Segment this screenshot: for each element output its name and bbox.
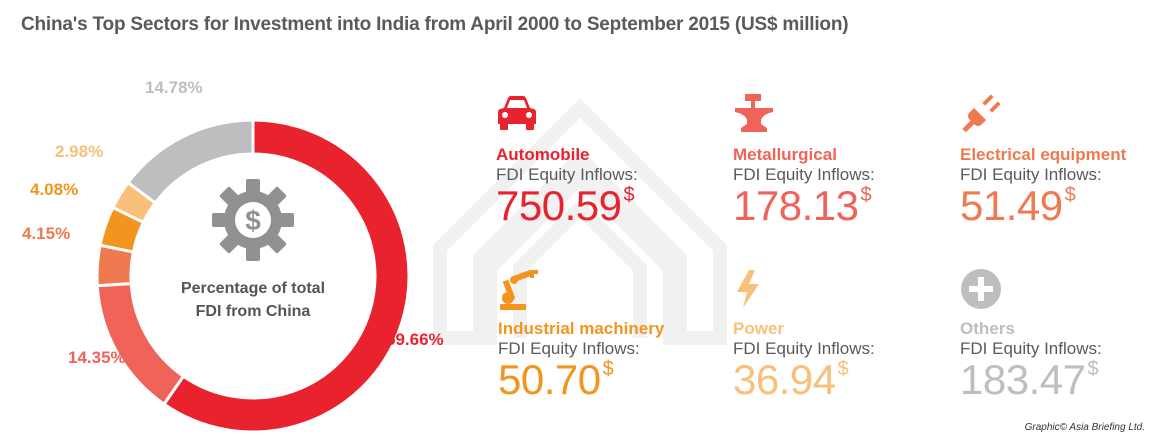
sector-value: 750.59 $ xyxy=(496,182,635,230)
chart-title: China's Top Sectors for Investment into … xyxy=(21,14,849,35)
sector-name: Automobile xyxy=(496,145,590,164)
svg-text:$: $ xyxy=(245,205,261,236)
value-currency: $ xyxy=(1064,184,1076,206)
value-currency: $ xyxy=(837,358,849,380)
sector-subtitle: FDI Equity Inflows: xyxy=(498,339,640,358)
gear-dollar-icon: $ xyxy=(212,179,294,261)
value-number: 183.47 xyxy=(960,356,1086,403)
slice-label-metallurgical: 14.35% xyxy=(68,348,126,367)
slice-label-electrical: 4.15% xyxy=(22,224,71,243)
plug-icon xyxy=(962,94,1001,133)
robot-arm-icon xyxy=(500,270,538,310)
sector-name: Industrial machinery xyxy=(498,319,665,338)
sector-value: 50.70 $ xyxy=(498,356,614,404)
donut-slice-automobile xyxy=(161,118,411,434)
sector-value: 36.94 $ xyxy=(733,356,849,404)
value-number: 36.94 xyxy=(733,356,836,403)
slice-label-industrial: 4.08% xyxy=(30,180,79,199)
slice-label-automobile: 59.66% xyxy=(386,330,444,349)
anvil-icon xyxy=(735,94,773,132)
credit-text: Graphic© Asia Briefing Ltd. xyxy=(1024,422,1145,433)
watermark-logo-icon xyxy=(433,98,727,345)
sector-name: Others xyxy=(960,319,1015,338)
value-currency: $ xyxy=(602,358,614,380)
sector-value: 51.49 $ xyxy=(960,182,1076,230)
sector-subtitle: FDI Equity Inflows: xyxy=(496,165,638,184)
sector-subtitle: FDI Equity Inflows: xyxy=(733,165,875,184)
sector-subtitle: FDI Equity Inflows: xyxy=(733,339,875,358)
slice-label-others: 14.78% xyxy=(145,78,203,97)
sector-value: 183.47 $ xyxy=(960,356,1099,404)
value-number: 51.49 xyxy=(960,182,1063,229)
value-number: 50.70 xyxy=(498,356,601,403)
car-icon xyxy=(498,96,536,130)
center-label: Percentage of total FDI from China xyxy=(148,277,358,323)
value-currency: $ xyxy=(1087,358,1099,380)
sector-name: Metallurgical xyxy=(733,145,837,164)
slice-label-power: 2.98% xyxy=(55,142,104,161)
value-currency: $ xyxy=(860,184,872,206)
center-label-line2: FDI from China xyxy=(195,303,311,320)
value-number: 178.13 xyxy=(733,182,859,229)
value-currency: $ xyxy=(623,184,635,206)
donut-chart xyxy=(95,118,411,434)
sector-subtitle: FDI Equity Inflows: xyxy=(960,165,1102,184)
lightning-icon xyxy=(737,270,759,308)
sector-name: Power xyxy=(733,319,785,338)
center-label-line1: Percentage of total xyxy=(180,280,326,297)
value-number: 750.59 xyxy=(496,182,622,229)
sector-value: 178.13 $ xyxy=(733,182,872,230)
plus-circle-icon xyxy=(961,269,1001,309)
sector-name: Electrical equipment xyxy=(960,145,1127,164)
donut-slice-others xyxy=(125,118,255,206)
sector-subtitle: FDI Equity Inflows: xyxy=(960,339,1102,358)
